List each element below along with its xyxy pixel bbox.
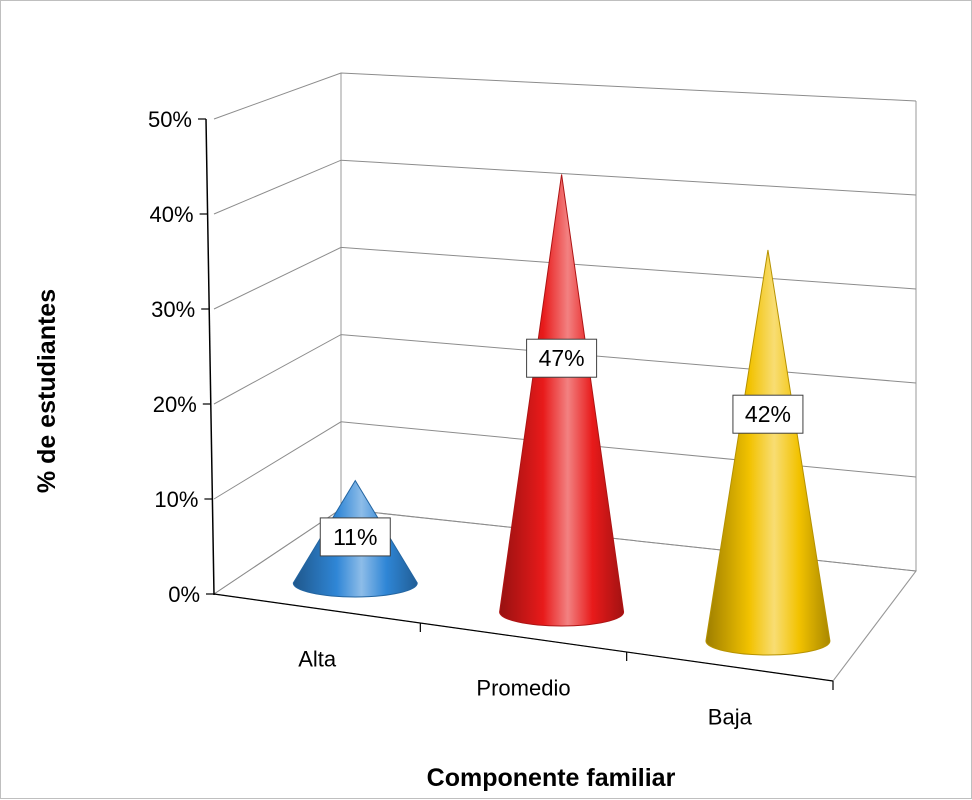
data-label: 42%	[745, 401, 791, 427]
x-tick-label: Alta	[298, 647, 337, 672]
y-tick-label: 50%	[148, 107, 192, 132]
cone-baja	[705, 249, 831, 656]
cone-body	[705, 249, 831, 656]
y-tick-labels: 0% 10% 20% 30% 40% 50%	[148, 107, 200, 607]
floor-right-edge	[832, 570, 917, 682]
x-tick-label: Baja	[708, 705, 753, 730]
data-label-box	[526, 338, 598, 378]
cone-body	[499, 174, 625, 627]
x-tick-label: Promedio	[476, 676, 570, 701]
axes	[198, 118, 834, 690]
y-tick-label: 20%	[153, 392, 197, 417]
y-tick-label: 0%	[168, 582, 200, 607]
gridline	[213, 334, 917, 405]
gridline	[213, 421, 917, 500]
y-tick-label: 10%	[154, 487, 198, 512]
data-label-box	[319, 517, 391, 557]
y-tick-label: 30%	[151, 297, 195, 322]
y-axis-line	[205, 118, 215, 596]
data-label: 47%	[539, 345, 585, 371]
x-tick-labels: Alta Promedio Baja	[298, 647, 752, 730]
y-tick-label: 40%	[150, 202, 194, 227]
x-axis-title: Componente familiar	[427, 764, 676, 792]
y-axis-title: % de estudiantes	[33, 289, 61, 493]
data-label: 11%	[333, 524, 377, 550]
data-label-box	[732, 394, 804, 434]
gridline	[213, 159, 917, 215]
x-axis-line	[213, 593, 834, 682]
data-labels: 11% 47% 42%	[319, 338, 804, 557]
gridline	[213, 72, 917, 120]
gridline	[213, 246, 917, 310]
cone-promedio	[499, 174, 625, 627]
